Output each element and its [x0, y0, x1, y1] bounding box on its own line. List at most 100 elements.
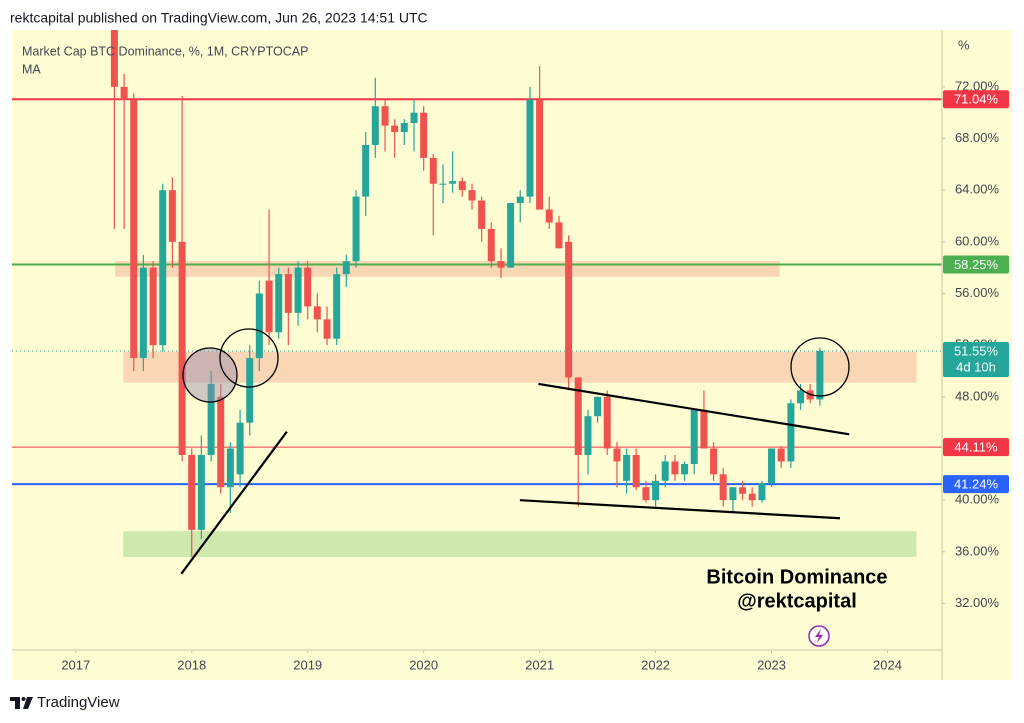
candle-body: [642, 487, 650, 501]
brand-name: TradingView: [37, 694, 120, 711]
candle-body: [236, 422, 244, 475]
candle-body: [584, 416, 592, 455]
candles: [110, 30, 824, 557]
y-tick-label: 48.00%: [955, 388, 1000, 403]
candle-body: [681, 464, 689, 475]
candle-body: [275, 274, 283, 333]
y-tick-label: 40.00%: [955, 492, 1000, 507]
candle-body: [526, 99, 534, 197]
candle-body: [710, 448, 718, 475]
brand-logo: [10, 697, 33, 709]
x-tick-label: 2019: [293, 657, 322, 672]
level-label-box: [943, 90, 1009, 109]
countdown-label: 4d 10h: [956, 359, 996, 374]
candle-body: [768, 448, 776, 484]
publish-header: rektcapital published on TradingView.com…: [10, 10, 428, 26]
candle-body: [149, 267, 157, 346]
candle-body: [458, 181, 466, 191]
candle-body: [507, 203, 515, 268]
candle-body: [130, 99, 138, 359]
y-tick-label: 60.00%: [955, 233, 1000, 248]
candle-body: [342, 261, 350, 275]
candle-body: [516, 196, 524, 204]
candle-body: [352, 196, 360, 262]
level-label-box: [943, 255, 1009, 274]
zone: [123, 351, 917, 383]
x-tick-label: 2018: [177, 657, 206, 672]
series-legend: Market Cap BTC Dominance, %, 1M, CRYPTOC…: [22, 44, 308, 58]
candle-body: [739, 487, 747, 494]
candle-body: [487, 228, 495, 262]
candle-body: [371, 106, 379, 145]
candle-body: [632, 454, 640, 488]
level-label: 71.04%: [954, 92, 999, 107]
axis-unit: %: [958, 37, 970, 52]
candle-body: [758, 483, 766, 501]
highlight-circle: [219, 328, 279, 388]
candle-body: [294, 267, 302, 313]
candle-body: [719, 474, 727, 501]
logo-mark: [10, 697, 20, 709]
highlight-circle: [182, 347, 238, 403]
x-tick-label: 2020: [409, 657, 438, 672]
level-label: 44.11%: [954, 440, 998, 455]
candle-body: [797, 390, 805, 404]
candle-body: [284, 274, 292, 313]
candle-body: [671, 461, 679, 475]
candle-body: [565, 241, 573, 378]
candle-body: [333, 274, 341, 339]
candle-body: [197, 454, 205, 530]
x-tick-label: 2022: [641, 657, 670, 672]
candle-body: [391, 125, 399, 133]
level-label: 58.25%: [954, 257, 999, 272]
candle-body: [265, 280, 273, 333]
alert-icon-bolt: [815, 629, 823, 643]
candle-body: [246, 358, 254, 423]
zone: [123, 531, 917, 557]
candle-body: [478, 200, 486, 229]
candle-body: [700, 409, 708, 449]
candle-body: [168, 190, 176, 242]
level-label-box: [943, 475, 1009, 494]
candle-body: [545, 209, 553, 223]
annotation-text: Bitcoin Dominance: [706, 566, 887, 588]
indicator-legend: MA: [22, 62, 41, 76]
x-tick-label: 2021: [525, 657, 554, 672]
candle-body: [255, 293, 263, 359]
candle-body: [690, 409, 698, 464]
candle-body: [729, 487, 737, 501]
candle-body: [381, 106, 389, 126]
last-price-label: 51.55%: [954, 343, 999, 358]
candle-body: [439, 183, 447, 185]
candle-body: [410, 112, 418, 123]
logo-mark: [23, 697, 33, 709]
candle-body: [574, 377, 582, 455]
y-tick-label: 56.00%: [955, 285, 1000, 300]
candle-body: [420, 112, 428, 158]
trendline: [538, 382, 850, 436]
level-label: 41.24%: [954, 477, 999, 492]
candle-body: [400, 123, 408, 133]
candle-body: [468, 190, 476, 201]
candle-body: [777, 448, 785, 462]
candle-body: [110, 30, 118, 87]
candle-body: [139, 267, 147, 359]
candle-body: [178, 241, 186, 455]
candle-body: [226, 448, 234, 488]
candle-body: [217, 396, 225, 488]
candle-body: [536, 99, 544, 210]
candle-body: [661, 461, 669, 481]
y-tick-label: 72.00%: [955, 78, 1000, 93]
x-tick-label: 2023: [757, 657, 786, 672]
candle-body: [188, 454, 196, 530]
annotation-text: @rektcapital: [737, 590, 857, 612]
trendline: [519, 499, 841, 520]
candle-body: [449, 181, 457, 184]
candle-body: [313, 306, 321, 320]
candle-body: [816, 350, 824, 400]
candle-body: [748, 493, 756, 501]
candle-body: [652, 480, 660, 501]
y-tick-label: 68.00%: [955, 130, 1000, 145]
candle-body: [623, 454, 631, 481]
